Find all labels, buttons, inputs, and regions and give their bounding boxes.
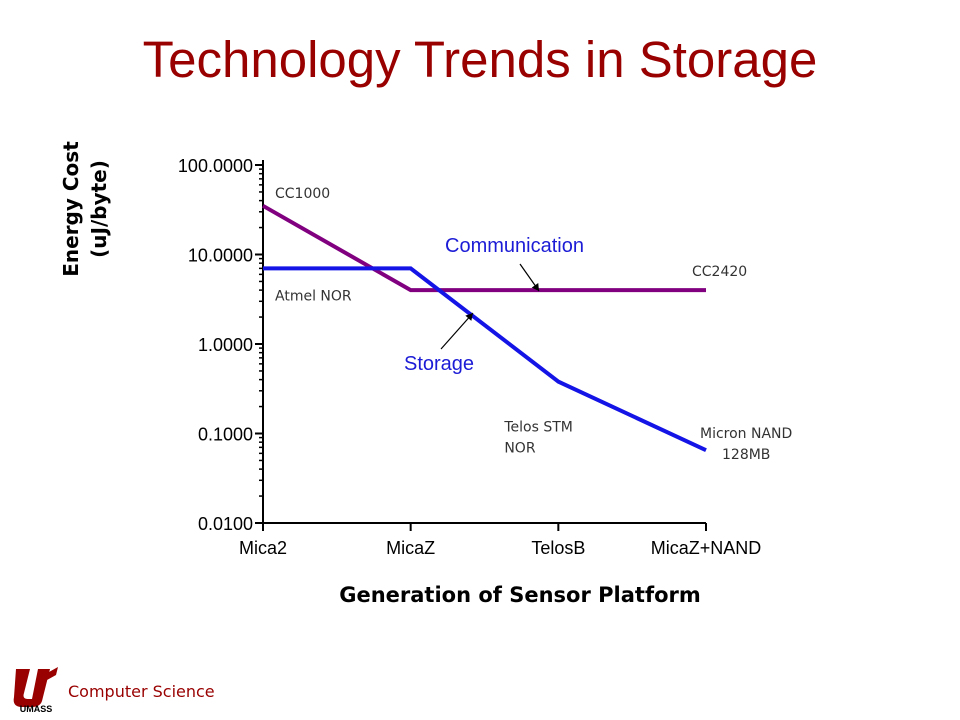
point-label: Micron NAND 128MB [700,426,792,463]
communication-callout-arrowhead [531,282,539,291]
y-tick-label: 0.1000 [198,425,253,445]
point-label: CC1000 [275,186,330,202]
communication-series-line [262,204,706,293]
x-tick-label: MicaZ+NAND [651,538,762,558]
point-label: Telos STM NOR [503,420,573,457]
y-axis-title-line-2: (uJ/byte) [87,160,111,258]
x-axis-title: Generation of Sensor Platform [339,583,701,607]
logo-wordmark: UMASS [20,704,53,713]
footer-label: Computer Science [68,682,215,701]
y-tick-label: 10.0000 [188,246,253,266]
x-tick-label: TelosB [531,538,585,558]
y-axis-title-line-1: Energy Cost [59,141,83,277]
y-axis-title: Energy Cost (uJ/byte) [57,89,147,329]
slide-title: Technology Trends in Storage [142,31,818,88]
point-label: CC2420 [692,264,747,280]
storage-callout-label: Storage [404,353,474,375]
x-tick-label: MicaZ [386,538,435,558]
storage-callout-arrowhead [465,313,473,321]
communication-callout-label: Communication [445,235,584,257]
storage-series-line [263,266,707,453]
point-label: Atmel NOR [275,288,352,304]
x-tick-label: Mica2 [239,538,287,558]
storage-callout-arrow [440,312,474,350]
y-tick-label: 1.0000 [198,335,253,355]
umass-logo: UMASS [10,663,62,713]
y-tick-label: 0.0100 [198,514,253,534]
y-tick-label: 100.0000 [178,156,253,176]
